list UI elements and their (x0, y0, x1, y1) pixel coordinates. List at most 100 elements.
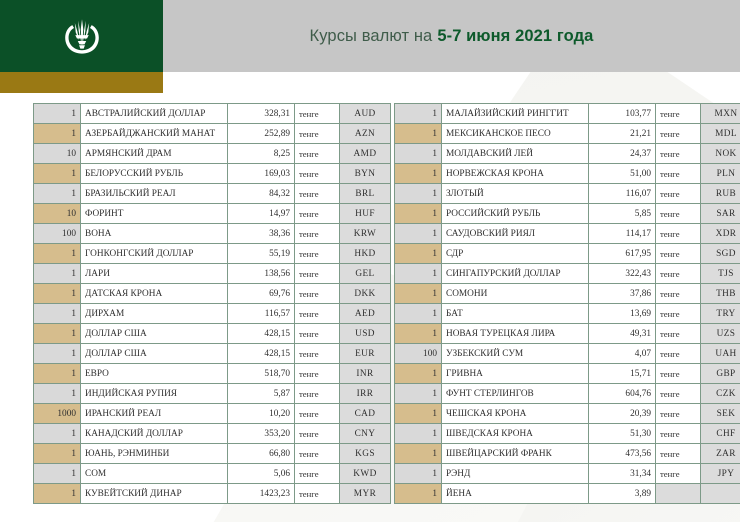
cell-quantity: 1 (394, 363, 442, 384)
table-row: 100 ВОНА 38,36 тенге KRW (33, 223, 391, 244)
cell-currency-code: HKD (339, 243, 391, 264)
cell-currency-code: NOK (700, 143, 740, 164)
cell-currency-code: AED (339, 303, 391, 324)
table-row: 1 СДР 617,95 тенге SGD (394, 243, 740, 264)
cell-currency-name: ЕВРО (80, 363, 228, 384)
cell-unit: тенге (294, 283, 340, 304)
currency-table-right: 1 МАЛАЙЗИЙСКИЙ РИНГГИТ 103,77 тенге MXN 1 МЕКС… (394, 103, 740, 504)
cell-currency-name: КАНАДСКИЙ ДОЛЛАР (80, 423, 228, 444)
cell-currency-code: SGD (700, 243, 740, 264)
cell-quantity: 1 (394, 183, 442, 204)
cell-unit: тенге (655, 223, 701, 244)
cell-rate: 37,86 (588, 283, 656, 304)
cell-quantity: 10 (33, 143, 81, 164)
cell-unit: тенге (294, 183, 340, 204)
cell-currency-code: MXN (700, 103, 740, 124)
table-row: 1 ЮАНЬ, РЭНМИНБИ 66,80 тенге KGS (33, 443, 391, 464)
cell-unit: тенге (294, 483, 340, 504)
cell-quantity: 1 (394, 143, 442, 164)
cell-unit: тенге (655, 443, 701, 464)
cell-quantity: 1 (33, 443, 81, 464)
cell-currency-name: СДР (441, 243, 589, 264)
cell-quantity: 1 (33, 423, 81, 444)
cell-rate: 1423,23 (227, 483, 295, 504)
cell-currency-code: SEK (700, 403, 740, 424)
table-row: 1 ШВЕДСКАЯ КРОНА 51,30 тенге CHF (394, 423, 740, 444)
table-row: 1 КУВЕЙТСКИЙ ДИНАР 1423,23 тенге MYR (33, 483, 391, 504)
table-row: 1 БРАЗИЛЬСКИЙ РЕАЛ 84,32 тенге BRL (33, 183, 391, 204)
table-row: 1 ФУНТ СТЕРЛИНГОВ 604,76 тенге CZK (394, 383, 740, 404)
cell-quantity: 1 (33, 243, 81, 264)
cell-currency-name: ИНДИЙСКАЯ РУПИЯ (80, 383, 228, 404)
cell-currency-name: ЙЕНА (441, 483, 589, 504)
cell-currency-name: БРАЗИЛЬСКИЙ РЕАЛ (80, 183, 228, 204)
cell-quantity: 1 (33, 483, 81, 504)
cell-rate: 169,03 (227, 163, 295, 184)
cell-currency-code: TRY (700, 303, 740, 324)
cell-rate: 518,70 (227, 363, 295, 384)
cell-unit: тенге (655, 183, 701, 204)
table-row: 1 БАТ 13,69 тенге TRY (394, 303, 740, 324)
cell-unit: тенге (655, 383, 701, 404)
cell-rate: 10,20 (227, 403, 295, 424)
cell-unit: тенге (294, 163, 340, 184)
currency-table-right-body: 1 МАЛАЙЗИЙСКИЙ РИНГГИТ 103,77 тенге MXN 1 МЕКС… (394, 103, 740, 504)
cell-rate: 116,57 (227, 303, 295, 324)
cell-currency-code: MYR (339, 483, 391, 504)
logo-block (0, 0, 163, 72)
cell-currency-code: XDR (700, 223, 740, 244)
cell-rate: 252,89 (227, 123, 295, 144)
cell-unit: тенге (294, 323, 340, 344)
cell-currency-name: МЕКСИКАНСКОЕ ПЕСО (441, 123, 589, 144)
table-row: 1 СОМОНИ 37,86 тенге THB (394, 283, 740, 304)
cell-quantity: 1 (33, 343, 81, 364)
table-row: 1 ЗЛОТЫЙ 116,07 тенге RUB (394, 183, 740, 204)
cell-quantity: 1 (33, 323, 81, 344)
cell-rate: 116,07 (588, 183, 656, 204)
table-row: 1 АЗЕРБАЙДЖАНСКИЙ МАНАТ 252,89 тенге AZN (33, 123, 391, 144)
cell-rate: 103,77 (588, 103, 656, 124)
cell-currency-name: СИНГАПУРСКИЙ ДОЛЛАР (441, 263, 589, 284)
cell-currency-code: PLN (700, 163, 740, 184)
cell-rate: 14,97 (227, 203, 295, 224)
table-row: 1 НОВАЯ ТУРЕЦКАЯ ЛИРА 49,31 тенге UZS (394, 323, 740, 344)
cell-quantity: 1 (33, 263, 81, 284)
cell-rate: 84,32 (227, 183, 295, 204)
cell-currency-code: RUB (700, 183, 740, 204)
cell-currency-name: ГРИВНА (441, 363, 589, 384)
cell-unit: тенге (294, 403, 340, 424)
cell-quantity: 100 (33, 223, 81, 244)
page-title: Курсы валют на 5-7 июня 2021 года (163, 0, 740, 72)
cell-unit: тенге (655, 163, 701, 184)
cell-unit: тенге (294, 123, 340, 144)
cell-unit: тенге (655, 463, 701, 484)
cell-quantity: 100 (394, 343, 442, 364)
cell-currency-name: БАТ (441, 303, 589, 324)
cell-quantity: 1 (394, 423, 442, 444)
cell-currency-name: АРМЯНСКИЙ ДРАМ (80, 143, 228, 164)
cell-rate: 473,56 (588, 443, 656, 464)
cell-quantity: 1 (394, 483, 442, 504)
table-row: 1 РЭНД 31,34 тенге JPY (394, 463, 740, 484)
cell-unit: тенге (655, 143, 701, 164)
cell-unit: тенге (294, 363, 340, 384)
cell-currency-name: ЮАНЬ, РЭНМИНБИ (80, 443, 228, 464)
cell-rate: 617,95 (588, 243, 656, 264)
cell-unit: тенге (655, 263, 701, 284)
cell-currency-name: МАЛАЙЗИЙСКИЙ РИНГГИТ (441, 103, 589, 124)
cell-rate: 8,25 (227, 143, 295, 164)
cell-currency-name: ДАТСКАЯ КРОНА (80, 283, 228, 304)
cell-rate: 428,15 (227, 343, 295, 364)
cell-currency-code: UAH (700, 343, 740, 364)
cell-quantity: 10 (33, 203, 81, 224)
cell-rate: 114,17 (588, 223, 656, 244)
cell-unit: тенге (655, 123, 701, 144)
cell-currency-code: UZS (700, 323, 740, 344)
cell-rate: 353,20 (227, 423, 295, 444)
cell-quantity: 1 (394, 243, 442, 264)
table-row: 1 ДОЛЛАР США 428,15 тенге EUR (33, 343, 391, 364)
table-row: 1 РОССИЙСКИЙ РУБЛЬ 5,85 тенге SAR (394, 203, 740, 224)
cell-quantity: 1 (394, 383, 442, 404)
table-row: 1000 ИРАНСКИЙ РЕАЛ 10,20 тенге CAD (33, 403, 391, 424)
cell-currency-code: KRW (339, 223, 391, 244)
